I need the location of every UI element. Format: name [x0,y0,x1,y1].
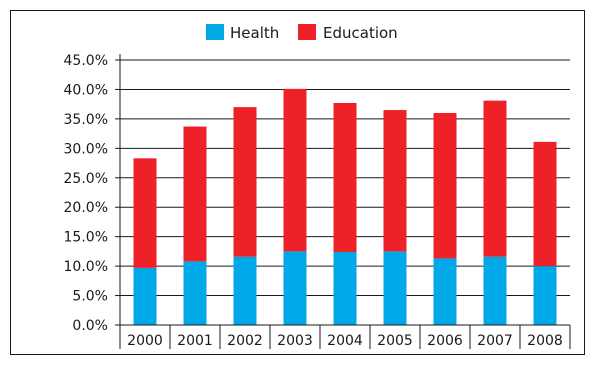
x-tick-label: 2001 [177,333,213,349]
bar-education-2001 [183,126,207,262]
y-tick-label: 45.0% [64,53,108,69]
bar-health-2004 [333,251,357,325]
bar-education-2004 [333,102,357,252]
bar-education-2008 [533,141,557,267]
bar-health-2000 [133,267,157,325]
legend: Health Education [206,24,398,42]
bar-health-2003 [283,251,307,325]
bar-education-2005 [383,110,407,252]
bar-education-2000 [133,158,157,268]
bar-education-2007 [483,100,507,257]
y-tick-label: 10.0% [64,259,108,275]
bar-education-2003 [283,88,307,252]
axes [119,54,570,326]
x-tick-label: 2005 [377,333,413,349]
x-tick-label: 2002 [227,333,263,349]
bar-education-2006 [433,113,457,259]
chart-border [10,10,585,355]
x-tick-label: 2007 [477,333,513,349]
bar-health-2002 [233,256,257,325]
x-tick-label: 2000 [127,333,163,349]
legend-swatch-education [298,24,316,40]
y-axis-ticks: 0.0% 5.0% 10.0% 15.0% 20.0% 25.0% 30.0% 35.0% 40… [64,53,120,334]
legend-label-education: Education [323,24,398,42]
x-tick-label: 2004 [327,333,363,349]
bars [133,88,557,325]
y-tick-label: 30.0% [64,141,108,157]
y-tick-label: 20.0% [64,200,108,216]
bar-health-2006 [433,258,457,325]
y-tick-label: 25.0% [64,171,108,187]
y-tick-label: 35.0% [64,112,108,128]
y-tick-label: 40.0% [64,82,108,98]
bar-education-2002 [233,107,257,257]
x-tick-label: 2003 [277,333,313,349]
y-tick-label: 15.0% [64,230,108,246]
x-axis-ticks: 2000 2001 2002 2003 2004 2005 2006 2007 2008 [119,325,571,349]
y-tick-label: 0.0% [72,318,108,334]
bar-health-2005 [383,251,407,325]
x-tick-label: 2008 [527,333,563,349]
bar-health-2001 [183,261,207,325]
bar-health-2007 [483,256,507,325]
y-tick-label: 5.0% [72,289,108,305]
bar-health-2008 [533,266,557,325]
x-tick-label: 2006 [427,333,463,349]
legend-swatch-health [206,24,224,40]
legend-label-health: Health [230,24,279,42]
